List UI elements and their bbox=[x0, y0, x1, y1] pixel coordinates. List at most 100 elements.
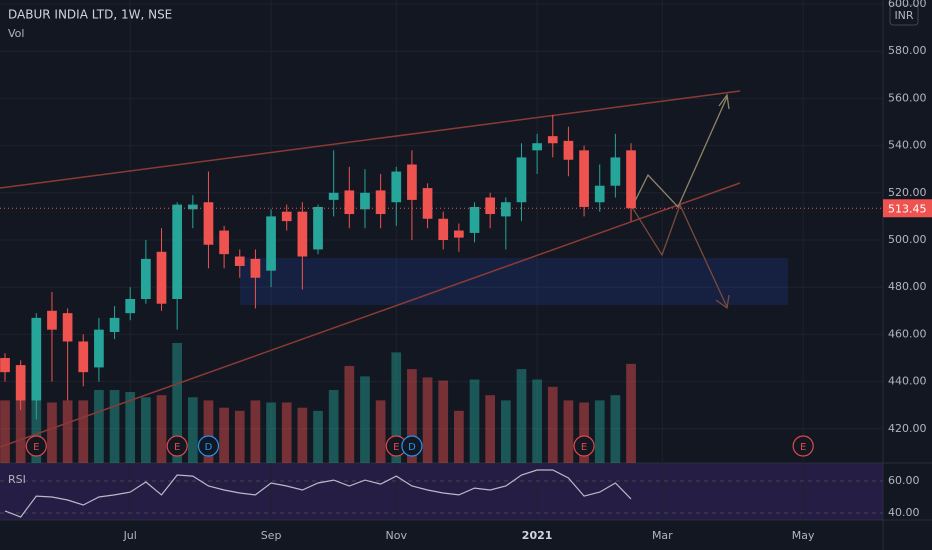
volume-bar bbox=[234, 410, 245, 463]
candle-body bbox=[516, 157, 527, 203]
y-tick-label: 580.00 bbox=[888, 44, 927, 57]
candle-body bbox=[469, 206, 480, 233]
candle-body bbox=[626, 150, 636, 209]
rsi-line bbox=[4, 469, 632, 518]
candle-body bbox=[610, 157, 621, 186]
projection-arrow bbox=[631, 96, 728, 209]
volume-bar bbox=[375, 400, 386, 463]
volume-bar bbox=[438, 380, 449, 463]
volume-bar bbox=[47, 402, 57, 463]
candle-body bbox=[391, 171, 402, 203]
last-price-label: 513.45 bbox=[888, 202, 927, 215]
volume-bar bbox=[626, 363, 636, 463]
y-tick-label: 540.00 bbox=[888, 139, 927, 152]
volume-layer bbox=[0, 343, 636, 463]
candle-body bbox=[125, 298, 136, 314]
event-marker bbox=[25, 435, 47, 457]
event-label: E bbox=[581, 442, 587, 453]
volume-bar bbox=[62, 400, 73, 463]
volume-bar bbox=[313, 410, 323, 463]
volume-bar bbox=[31, 400, 42, 463]
volume-bar bbox=[0, 400, 10, 463]
volume-bar bbox=[485, 395, 496, 463]
volume-bar bbox=[516, 369, 527, 463]
arrow-head bbox=[715, 294, 730, 310]
y-tick-label: 460.00 bbox=[888, 327, 927, 340]
volume-bar bbox=[594, 400, 605, 463]
y-tick-label: 560.00 bbox=[888, 91, 927, 104]
candle-body bbox=[344, 190, 355, 215]
currency-box[interactable] bbox=[889, 4, 919, 26]
volume-bar bbox=[281, 402, 292, 463]
candle-body bbox=[62, 313, 73, 342]
y-tick-label: 440.00 bbox=[888, 375, 927, 388]
y-tick-label: 500.00 bbox=[888, 233, 927, 246]
volume-bar bbox=[610, 395, 621, 463]
zone-rectangle bbox=[240, 258, 788, 305]
candle-body bbox=[234, 256, 245, 266]
candle-body bbox=[485, 197, 496, 215]
candle-body bbox=[141, 258, 151, 299]
event-label: D bbox=[205, 442, 213, 453]
volume-bar bbox=[94, 389, 104, 463]
projection-arrow bbox=[631, 203, 728, 308]
volume-bar bbox=[579, 402, 589, 463]
volume-bar bbox=[297, 407, 308, 463]
x-tick-label: May bbox=[792, 529, 815, 542]
candle-body bbox=[532, 143, 542, 151]
volume-bar bbox=[250, 400, 261, 463]
y-tick-label: 480.00 bbox=[888, 280, 927, 293]
volume-bar bbox=[78, 400, 89, 463]
volume-bar bbox=[532, 379, 542, 463]
candle-body bbox=[407, 164, 417, 200]
candle-body bbox=[579, 150, 589, 207]
candle-body bbox=[156, 251, 167, 304]
candle-body bbox=[15, 365, 26, 401]
candle-body bbox=[172, 204, 183, 299]
candle-body bbox=[203, 202, 214, 245]
event-label: E bbox=[33, 442, 39, 453]
volume-bar bbox=[360, 376, 370, 463]
volume-bar bbox=[266, 402, 276, 463]
x-tick-label: Jul bbox=[123, 529, 137, 542]
x-tick-label: 2021 bbox=[522, 529, 553, 542]
trendline bbox=[0, 90, 741, 189]
x-tick-label: Mar bbox=[652, 529, 673, 542]
candle-body bbox=[47, 310, 57, 330]
candle-body bbox=[422, 188, 433, 219]
volume-bar bbox=[328, 389, 339, 463]
event-label: E bbox=[800, 442, 806, 453]
chart-title: DABUR INDIA LTD, 1W, NSE bbox=[8, 8, 172, 22]
candle-body bbox=[547, 136, 558, 144]
volume-bar bbox=[203, 400, 214, 463]
volume-bar bbox=[407, 369, 417, 463]
volume-bar bbox=[172, 343, 183, 463]
volume-bar bbox=[454, 410, 464, 463]
candle-body bbox=[219, 230, 229, 255]
arrow-head bbox=[718, 93, 730, 110]
currency[interactable]: INR bbox=[894, 9, 913, 22]
rsi-band bbox=[0, 463, 883, 520]
volume-bar bbox=[187, 397, 198, 463]
candle-body bbox=[281, 211, 292, 222]
trendline bbox=[0, 182, 741, 448]
volume-bar bbox=[125, 392, 136, 463]
candle-body bbox=[563, 140, 574, 160]
volume-bar bbox=[500, 400, 511, 463]
candle-body bbox=[266, 216, 276, 271]
volume-label: Vol bbox=[8, 27, 24, 40]
event-label: D bbox=[408, 442, 416, 453]
volume-bar bbox=[156, 395, 167, 463]
y-tick-label: 520.00 bbox=[888, 186, 927, 199]
y-tick-label: 600.00 bbox=[888, 0, 927, 10]
event-marker bbox=[792, 435, 814, 457]
volume-bar bbox=[109, 389, 120, 463]
volume-bar bbox=[563, 400, 574, 463]
volume-bar bbox=[219, 407, 229, 463]
candle-body bbox=[187, 204, 198, 210]
candle-body bbox=[0, 357, 10, 373]
candle-body bbox=[109, 317, 120, 333]
volume-bar bbox=[469, 379, 480, 463]
rsi-label: RSI bbox=[8, 473, 26, 486]
